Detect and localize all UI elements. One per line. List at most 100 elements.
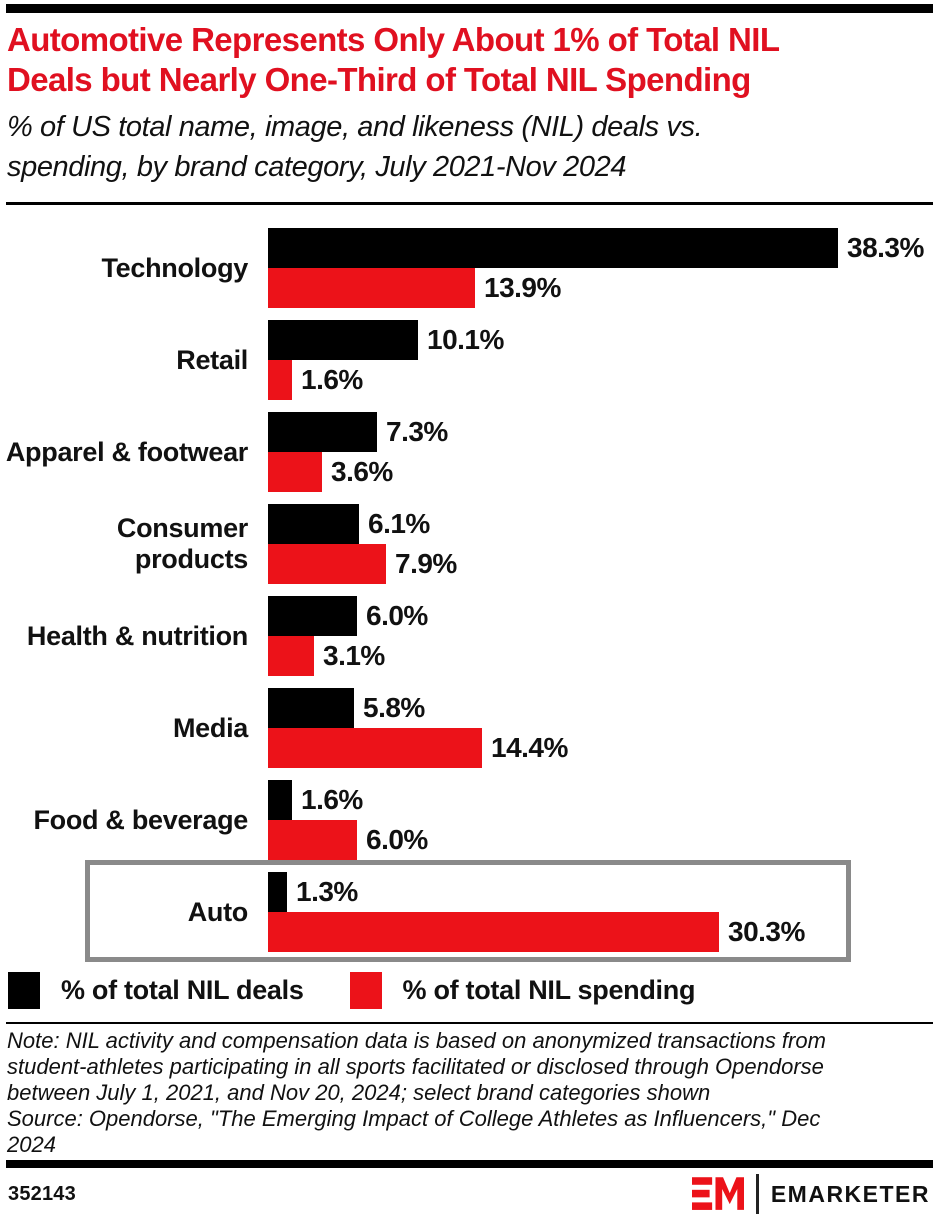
bar-group: 6.0% 3.1% [268,596,940,676]
deals-bar [268,872,287,912]
value-label: 30.3% [728,916,805,947]
category-label: Technology [101,252,248,283]
source-text-line: Source: Opendorse, "The Emerging Impact … [7,1106,821,1131]
deals-bar-line: 1.6% [268,780,940,820]
spending-bar-line: 3.6% [268,452,940,492]
deals-bar-line: 38.3% [268,228,940,268]
bar-group: 38.3% 13.9% [268,228,940,308]
chart-id: 352143 [8,1183,76,1205]
value-label: 3.6% [331,456,393,487]
category-label: Media [172,712,248,743]
header-divider [6,202,933,205]
chart-row: Auto 1.3% 30.3% [0,872,940,952]
deals-swatch [8,972,40,1009]
source-text: Source: Opendorse, "The Emerging Impact … [7,1106,937,1158]
spending-bar-line: 7.9% [268,544,940,584]
category-label: Health & nutrition [26,620,248,651]
value-label: 5.8% [363,692,425,723]
bar-group: 10.1% 1.6% [268,320,940,400]
category-label: Consumer products [116,513,248,574]
chart-row: Health & nutrition 6.0% 3.1% [0,596,940,676]
value-label: 7.3% [386,416,448,447]
value-label: 6.1% [368,508,430,539]
note-text-line: between July 1, 2021, and Nov 20, 2024; … [7,1080,711,1105]
note-text-line: student-athletes participating in all sp… [7,1054,824,1079]
value-label: 1.6% [301,784,363,815]
spending-bar-line: 14.4% [268,728,940,768]
deals-bar [268,412,377,452]
auto-highlight-box [85,860,851,962]
logo-separator [755,1174,759,1214]
chart-row: Technology 38.3% 13.9% [0,228,940,308]
deals-bar-line: 1.3% [268,872,940,912]
spending-swatch [349,972,382,1009]
category-label: Retail [176,344,248,375]
chart-row: Retail 10.1% 1.6% [0,320,940,400]
legend-item: % of total NIL spending [349,972,696,1009]
chart-row: Media 5.8% 14.4% [0,688,940,768]
spending-bar [268,544,386,584]
emarketer-logo: EMARKETER [691,1172,930,1216]
spending-bar [268,360,292,400]
top-accent-bar [6,4,933,13]
bar-group: 7.3% 3.6% [268,412,940,492]
chart-subtitle: % of US total name, image, and likeness … [7,107,935,187]
bar-group: 6.1% 7.9% [268,504,940,584]
notes-divider [6,1022,933,1024]
category-label: Food & beverage [33,804,248,835]
deals-bar [268,320,418,360]
bar-group: 1.3% 30.3% [268,872,940,952]
spending-bar [268,452,322,492]
value-label: 6.0% [366,824,428,855]
spending-bar [268,820,357,860]
em-monogram-icon [691,1177,744,1210]
spending-bar-line: 30.3% [268,912,940,952]
spending-bar [268,728,482,768]
value-label: 7.9% [395,548,457,579]
category-label: Auto [187,896,249,927]
spending-bar [268,268,475,308]
chart-subtitle-line: % of US total name, image, and likeness … [7,111,703,143]
legend-item: % of total NIL deals [8,972,304,1009]
value-label: 1.3% [296,876,358,907]
spending-bar [268,912,719,952]
bar-group: 1.6% 6.0% [268,780,940,860]
deals-bar-line: 7.3% [268,412,940,452]
source-text-line: 2024 [7,1132,56,1157]
chart-row: Consumer products 6.1% 7.9% [0,504,940,584]
deals-bar-line: 6.0% [268,596,940,636]
legend: % of total NIL deals % of total NIL spend… [8,972,695,1009]
legend-label: % of total NIL spending [402,975,696,1005]
value-label: 13.9% [484,272,561,303]
chart-row: Apparel & footwear 7.3% 3.6% [0,412,940,492]
value-label: 6.0% [366,600,428,631]
value-label: 14.4% [491,732,568,763]
deals-bar-line: 10.1% [268,320,940,360]
deals-bar [268,780,292,820]
note-text: Note: NIL activity and compensation data… [7,1028,937,1106]
chart-subtitle-line: spending, by brand category, July 2021-N… [7,151,627,183]
category-label: Apparel & footwear [5,436,248,467]
chart-title: Automotive Represents Only About 1% of T… [7,20,935,100]
value-label: 3.1% [323,640,385,671]
bar-group: 5.8% 14.4% [268,688,940,768]
brand-name: EMARKETER [770,1180,930,1207]
spending-bar-line: 13.9% [268,268,940,308]
note-source-block: Note: NIL activity and compensation data… [7,1028,937,1158]
spending-bar-line: 3.1% [268,636,940,676]
legend-label: % of total NIL deals [61,975,304,1005]
spending-bar-line: 1.6% [268,360,940,400]
value-label: 38.3% [847,232,924,263]
deals-bar-line: 5.8% [268,688,940,728]
value-label: 10.1% [427,324,504,355]
value-label: 1.6% [301,364,363,395]
chart-row: Food & beverage 1.6% 6.0% [0,780,940,860]
deals-bar [268,688,354,728]
bottom-accent-bar [6,1160,933,1168]
deals-bar [268,228,838,268]
note-text-line: Note: NIL activity and compensation data… [7,1028,826,1053]
chart-title-line: Deals but Nearly One-Third of Total NIL … [7,61,751,98]
deals-bar-line: 6.1% [268,504,940,544]
deals-bar [268,596,357,636]
chart-title-line: Automotive Represents Only About 1% of T… [7,21,780,58]
